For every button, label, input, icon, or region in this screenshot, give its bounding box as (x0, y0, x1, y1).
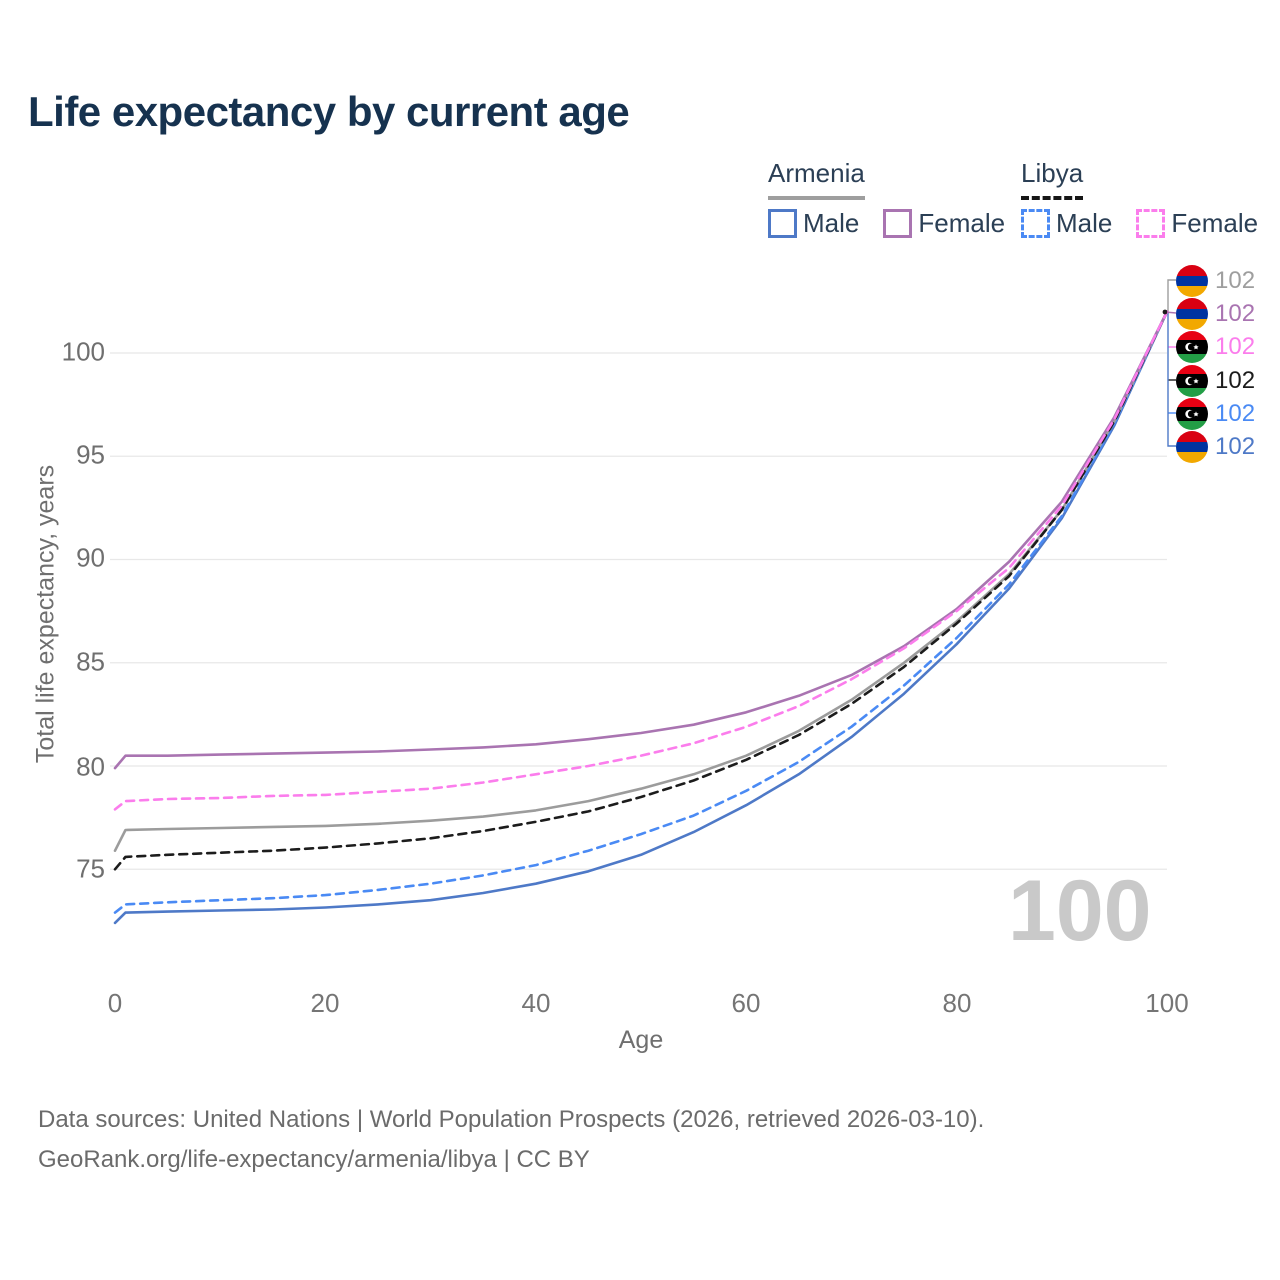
legend-country-libya: Libya (1021, 158, 1084, 200)
end-label-value: 102 (1215, 366, 1256, 394)
series-line-libya-female (113, 310, 1169, 811)
libya-flag-icon (1176, 365, 1208, 397)
armenia-flag-icon (1176, 298, 1208, 330)
armenia-female-swatch-icon (883, 209, 913, 238)
x-tick-100: 100 (1145, 988, 1189, 1018)
legend-item-libya-female[interactable]: Female (1136, 208, 1258, 239)
end-label-value: 102 (1215, 266, 1256, 294)
armenia-male-swatch-icon (768, 209, 797, 238)
end-label-row-libya-2: 102 (1176, 330, 1255, 363)
libya-flag-icon (1176, 331, 1208, 363)
end-label-row-armenia-5: 102 (1176, 430, 1255, 463)
y-tick-90: 90 (76, 542, 105, 573)
series-line-armenia-female (113, 310, 1169, 770)
armenia-flag-icon (1176, 431, 1208, 463)
current-age-watermark: 100 (1008, 863, 1152, 959)
leader-line (1167, 313, 1176, 447)
x-axis-title: Age (618, 1026, 664, 1054)
series-line-libya-both (113, 310, 1169, 871)
end-label-row-armenia-0: 102 (1176, 264, 1255, 297)
series-line-armenia-male (113, 310, 1169, 925)
y-axis-title: Total life expectancy, years (31, 464, 60, 764)
end-label-value: 102 (1215, 299, 1256, 327)
legend-group-armenia: Armenia Male Female (768, 158, 1005, 239)
legend-group-libya: Libya Male Female (1021, 158, 1258, 239)
y-tick-85: 85 (76, 646, 105, 677)
y-tick-100: 100 (61, 336, 105, 367)
series-line-armenia-both (113, 310, 1169, 852)
libya-male-swatch-icon (1021, 209, 1050, 238)
legend-label: Female (1171, 208, 1259, 238)
end-label-value: 102 (1215, 332, 1256, 360)
data-source-text: Data sources: United Nations | World Pop… (38, 1106, 985, 1133)
legend-country-armenia: Armenia (768, 158, 865, 200)
legend-item-libya-male[interactable]: Male (1021, 208, 1112, 239)
x-tick-60: 60 (731, 988, 761, 1018)
x-tick-40: 40 (521, 988, 551, 1018)
y-tick-95: 95 (76, 439, 105, 470)
attribution-text: GeoRank.org/life-expectancy/armenia/liby… (38, 1146, 590, 1173)
libya-female-swatch-icon (1136, 209, 1166, 238)
legend-label: Female (918, 208, 1006, 238)
legend-item-armenia-female[interactable]: Female (883, 208, 1005, 239)
y-tick-80: 80 (76, 751, 105, 782)
end-label-value: 102 (1215, 399, 1256, 427)
armenia-flag-icon (1176, 265, 1208, 297)
end-label-row-armenia-1: 102 (1176, 297, 1255, 330)
series-line-libya-male (113, 310, 1169, 914)
end-label-row-libya-4: 102 (1176, 397, 1255, 430)
x-tick-20: 20 (310, 988, 340, 1018)
end-label-row-libya-3: 102 (1176, 364, 1255, 397)
legend-label: Male (1056, 208, 1113, 238)
series-endpoint-dot (1162, 309, 1168, 315)
y-tick-75: 75 (76, 853, 105, 884)
end-label-value: 102 (1215, 432, 1256, 460)
libya-flag-icon (1176, 398, 1208, 430)
legend-item-armenia-male[interactable]: Male (768, 208, 859, 239)
x-tick-80: 80 (942, 988, 972, 1018)
page-title: Life expectancy by current age (28, 88, 630, 135)
legend-label: Male (803, 208, 860, 238)
leader-line (1167, 279, 1176, 312)
x-tick-0: 0 (107, 988, 123, 1018)
